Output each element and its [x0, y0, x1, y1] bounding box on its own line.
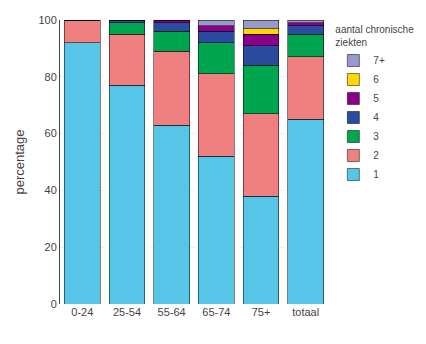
svg-text:40: 40 — [45, 184, 57, 196]
svg-text:4: 4 — [373, 112, 379, 123]
svg-text:25-54: 25-54 — [113, 306, 141, 318]
svg-text:7+: 7+ — [373, 55, 385, 66]
svg-text:percentage: percentage — [12, 129, 27, 194]
svg-text:2: 2 — [373, 150, 379, 161]
svg-text:0-24: 0-24 — [71, 306, 93, 318]
svg-text:80: 80 — [45, 71, 57, 83]
svg-text:3: 3 — [373, 131, 379, 142]
svg-text:100: 100 — [38, 14, 56, 26]
svg-text:75+: 75+ — [252, 306, 271, 318]
svg-text:60: 60 — [45, 127, 57, 139]
svg-text:0: 0 — [51, 298, 57, 310]
svg-text:55-64: 55-64 — [158, 306, 186, 318]
svg-text:5: 5 — [373, 93, 379, 104]
svg-text:totaal: totaal — [292, 306, 319, 318]
svg-text:6: 6 — [373, 74, 379, 85]
svg-text:aantal chronischeziekten: aantal chronischeziekten — [335, 24, 414, 48]
svg-text:65-74: 65-74 — [202, 306, 230, 318]
svg-text:1: 1 — [373, 169, 379, 180]
svg-text:20: 20 — [45, 241, 57, 253]
